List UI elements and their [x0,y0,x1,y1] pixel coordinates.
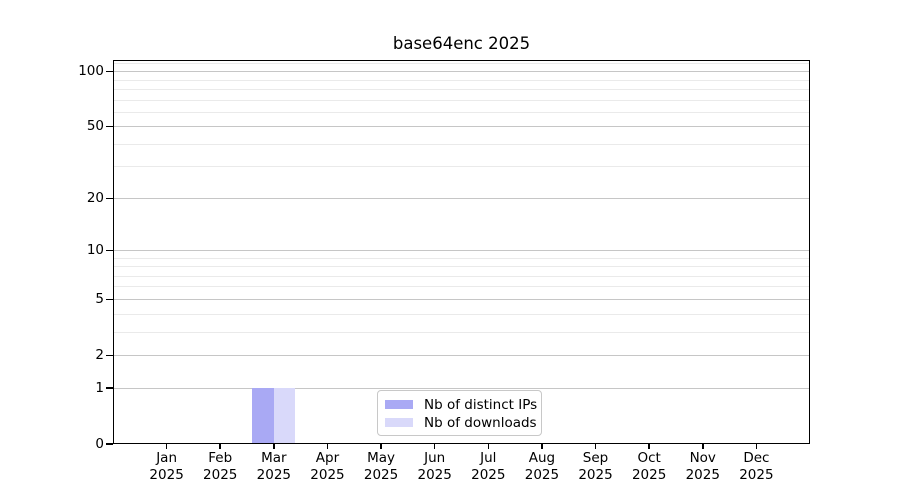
y-gridline-major [113,354,810,356]
y-gridline-major [113,71,810,73]
x-tick-month: Dec [743,450,770,466]
y-tick [106,249,113,252]
x-tick-year: 2025 [417,466,452,483]
y-tick-label: 0 [95,435,104,452]
legend: Nb of distinct IPs Nb of downloads [377,390,542,436]
y-tick [106,298,113,301]
x-tick-year: 2025 [685,466,720,483]
chart-title: base64enc 2025 [392,34,531,53]
x-tick-year: 2025 [363,466,399,483]
x-tick-month: May [367,450,396,466]
bar-layer [113,60,810,444]
x-tick [541,444,543,449]
y-tick-label: 100 [78,63,104,80]
x-tick-month: Jun [424,450,446,466]
legend-label-downloads: Nb of downloads [424,414,537,431]
x-tick-label: Aug 2025 [502,450,582,483]
x-tick [594,444,597,449]
y-gridline-major [113,387,810,389]
x-tick-year: 2025 [149,466,184,483]
y-gridline-minor [113,275,810,277]
plot-area [113,60,810,444]
x-tick-month: Aug [528,450,556,466]
x-tick-month: Feb [208,450,233,466]
x-tick-year: 2025 [471,466,506,483]
y-gridline-minor [113,63,810,65]
y-gridline-minor [113,286,810,288]
x-tick-label: Oct 2025 [609,450,689,483]
x-tick [219,444,221,449]
x-tick [433,444,436,449]
x-tick-year: 2025 [631,466,667,483]
x-tick-label: Sep 2025 [556,450,636,483]
y-tick-label: 5 [95,290,104,307]
y-gridline-major [113,126,810,128]
y-tick [106,387,113,389]
y-tick [106,197,113,200]
x-tick-year: 2025 [739,466,774,483]
x-tick-month: Apr [315,450,340,466]
x-tick [326,444,329,449]
x-tick [165,444,168,449]
x-tick-year: 2025 [203,466,238,483]
y-gridline-minor [113,266,810,268]
legend-swatch-distinct-ips [385,400,413,409]
x-tick [702,444,704,449]
x-tick-label: Mar 2025 [234,450,314,483]
y-tick-label: 1 [95,379,104,396]
x-tick-year: 2025 [578,466,613,483]
x-tick-month: Mar [261,450,287,466]
x-tick [273,444,275,449]
x-tick-label: Jun 2025 [395,450,475,483]
legend-swatch-downloads [385,418,413,427]
y-tick-label: 20 [86,189,104,206]
x-tick-label: Apr 2025 [287,450,367,483]
x-tick-month: Oct [637,450,661,466]
x-tick-label: Feb 2025 [180,450,260,483]
legend-item-distinct-ips: Nb of distinct IPs [385,396,537,413]
x-tick [648,444,650,449]
x-tick-label: Jan 2025 [127,450,207,483]
y-tick [106,125,113,128]
x-tick-month: Nov [689,450,716,466]
y-gridline-major [113,197,810,199]
y-gridline-major [113,298,810,300]
y-gridline-minor [113,331,810,333]
y-gridline-minor [113,166,810,168]
bar-distinct-ips [252,388,274,444]
bar-downloads [273,388,296,444]
y-gridline-minor [113,143,810,145]
x-tick-month: Sep [582,450,609,466]
x-tick-year: 2025 [310,466,345,483]
x-tick-label: Dec 2025 [716,450,796,483]
y-gridline-minor [113,88,810,90]
y-tick [106,70,113,73]
y-gridline-minor [113,99,810,101]
x-tick [487,444,490,449]
y-tick [106,443,113,445]
x-tick-label: May 2025 [341,450,421,483]
y-gridline-minor [113,313,810,315]
y-tick-label: 2 [95,346,104,363]
legend-label-distinct-ips: Nb of distinct IPs [424,396,538,413]
x-tick-label: Nov 2025 [663,450,743,483]
gridline-layer [113,60,810,444]
x-tick-month: Jan [156,450,178,466]
y-gridline-minor [113,111,810,113]
y-gridline-minor [113,79,810,81]
x-tick-year: 2025 [256,466,292,483]
y-tick-label: 50 [86,118,104,135]
x-tick-year: 2025 [524,466,560,483]
y-gridline-minor [113,257,810,259]
x-tick [380,444,382,449]
x-tick [755,444,758,449]
y-tick [106,354,113,357]
legend-item-downloads: Nb of downloads [385,414,537,431]
x-tick-month: Jul [480,450,497,466]
x-tick-label: Jul 2025 [448,450,528,483]
y-gridline-major [113,250,810,251]
y-tick-label: 10 [86,242,104,258]
